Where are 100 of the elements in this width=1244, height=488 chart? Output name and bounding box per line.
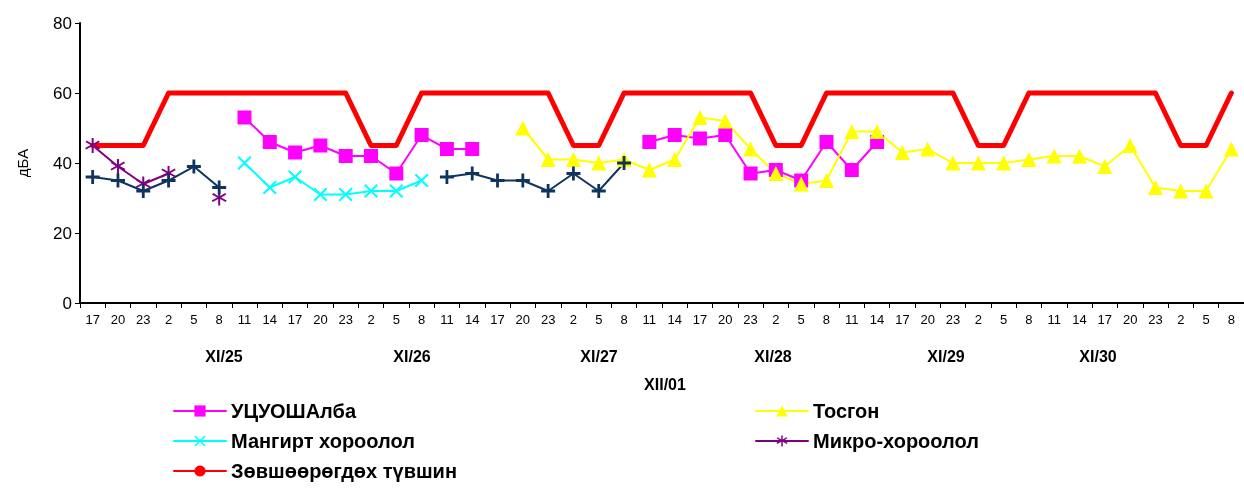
x-tick-label: 23 — [540, 312, 556, 327]
x-tick-label: 20 — [313, 312, 328, 327]
point — [85, 138, 101, 153]
x-tick-label: 20 — [110, 312, 126, 327]
x-tick-label: 17 — [895, 312, 910, 327]
y-tick-label: 60 — [53, 83, 72, 103]
point — [389, 184, 404, 198]
point — [212, 180, 227, 195]
point — [490, 173, 505, 188]
x-tick-label: 11 — [440, 312, 454, 327]
legend-label: Микро-хороолол — [813, 430, 979, 452]
point — [1198, 183, 1214, 199]
x-tick-label: 23 — [338, 312, 353, 327]
x-tick-label: 8 — [215, 312, 223, 327]
y-tick-label: 0 — [62, 293, 72, 313]
point — [1097, 159, 1113, 174]
point — [110, 173, 125, 188]
point — [768, 166, 784, 181]
x-tick-label: 2 — [772, 312, 780, 327]
x-tick-label: 8 — [1227, 312, 1235, 327]
legend-label: УЦУОШАлба — [231, 400, 357, 422]
point — [743, 141, 759, 157]
point — [515, 173, 530, 188]
point — [819, 135, 834, 149]
point — [667, 128, 682, 142]
x-tick-label: 20 — [718, 312, 733, 327]
x-tick-label: 8 — [417, 312, 426, 327]
point — [338, 187, 353, 202]
x-tick-label: 20 — [515, 312, 531, 327]
x-tick-label: 8 — [1025, 312, 1033, 327]
point — [818, 173, 834, 188]
point — [540, 152, 556, 167]
point — [718, 128, 733, 142]
text: XII/01 — [644, 375, 686, 393]
point — [566, 166, 581, 181]
point — [1046, 148, 1062, 164]
x-tick-label: 2 — [1177, 312, 1185, 327]
point — [161, 173, 176, 188]
x-tick-label: 14 — [464, 312, 480, 327]
x-tick-label: 11 — [845, 312, 859, 327]
point — [136, 184, 151, 198]
x-tick-label: 2 — [569, 312, 578, 327]
legend-label: Зөвшөөрөгдөх түвшин — [231, 460, 457, 482]
point — [313, 138, 328, 153]
legend-label: Тосгон — [813, 400, 880, 422]
x-tick-label: 23 — [1148, 312, 1163, 327]
x-tick-label: 23 — [945, 312, 961, 327]
point — [945, 155, 961, 171]
y-tick-label: 40 — [53, 153, 72, 173]
point — [465, 166, 480, 181]
x-tick-label: 14 — [869, 312, 885, 327]
x-tick-label: 17 — [490, 312, 505, 327]
point — [667, 152, 683, 167]
text: XI/30 — [1079, 347, 1117, 365]
point — [1173, 183, 1189, 199]
x-tick-label: 14 — [667, 312, 682, 327]
x-tick-label: 17 — [287, 312, 303, 327]
point — [844, 124, 860, 139]
x-tick-label: 11 — [642, 312, 657, 327]
point — [515, 120, 531, 136]
x-tick-label: 23 — [136, 312, 151, 327]
point — [288, 145, 303, 160]
point — [641, 162, 657, 178]
y-axis-title: дБА — [14, 148, 31, 178]
point — [541, 184, 556, 198]
point — [237, 110, 252, 125]
legend-label: Мангирт хороолол — [231, 430, 415, 452]
point — [186, 159, 201, 174]
point — [894, 145, 910, 160]
point — [262, 135, 277, 149]
point — [1147, 180, 1163, 195]
text: XI/29 — [927, 347, 965, 365]
x-tick-label: 17 — [1097, 312, 1113, 327]
y-tick-label: 80 — [53, 13, 72, 33]
point — [414, 128, 429, 142]
point — [591, 184, 606, 198]
point — [1021, 152, 1037, 167]
x-tick-label: 2 — [164, 312, 173, 327]
point — [262, 180, 277, 195]
text: XI/25 — [205, 347, 243, 365]
x-tick-label: 5 — [797, 312, 805, 327]
point — [565, 152, 581, 167]
point — [1223, 141, 1239, 157]
point — [1122, 138, 1138, 153]
point — [692, 110, 708, 125]
point — [465, 142, 480, 156]
point — [996, 155, 1012, 171]
x-tick-label: 5 — [595, 312, 603, 327]
point — [364, 184, 378, 198]
point — [288, 170, 303, 184]
point — [414, 173, 429, 188]
point — [110, 159, 126, 174]
point — [85, 170, 100, 184]
point — [313, 187, 328, 202]
point — [793, 176, 809, 192]
point — [591, 155, 607, 171]
text: XI/26 — [393, 347, 431, 365]
point — [743, 166, 758, 181]
x-tick-label: 17 — [85, 312, 100, 327]
x-tick-label: 5 — [392, 312, 400, 327]
